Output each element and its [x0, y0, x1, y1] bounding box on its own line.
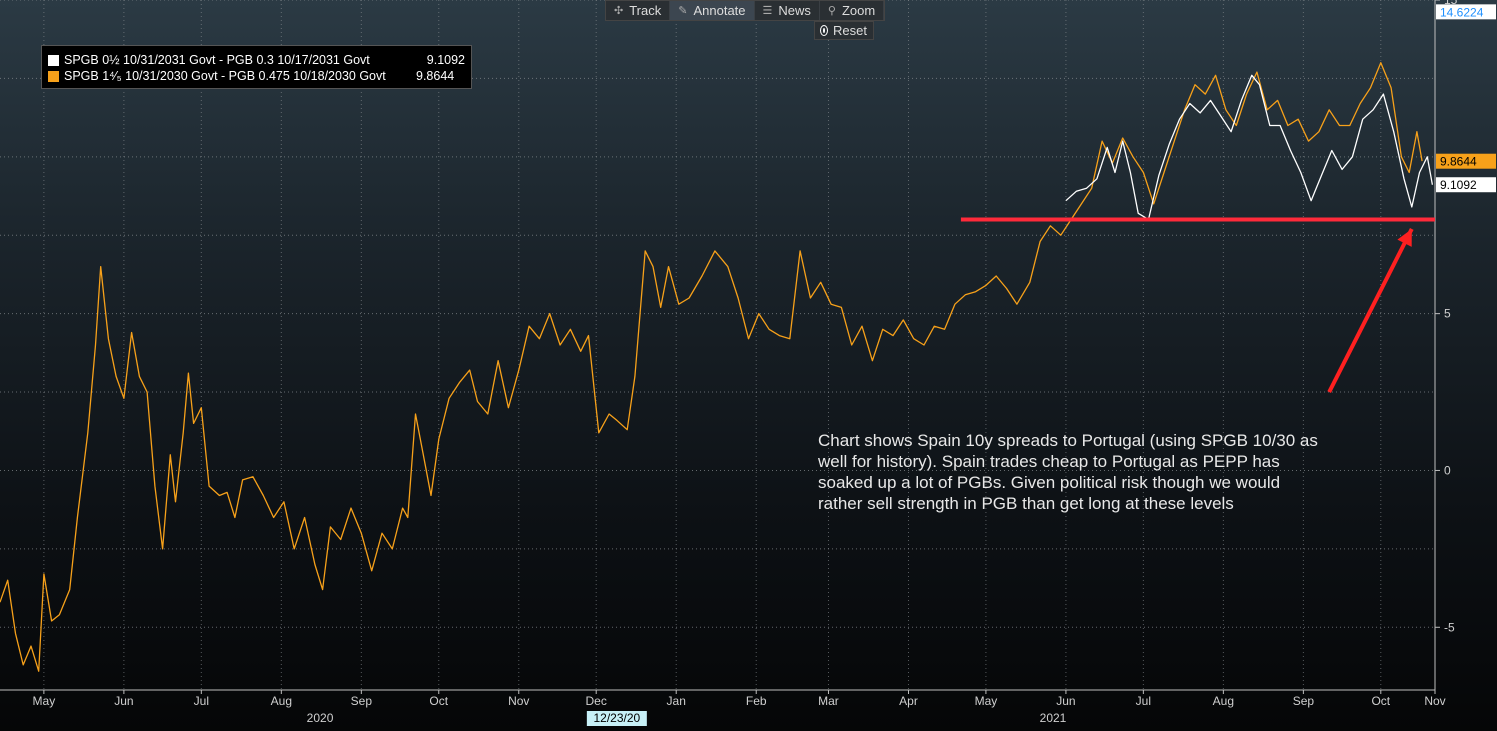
- x-tick-label: Sep: [1293, 694, 1315, 708]
- x-tick-label: Jun: [1056, 694, 1075, 708]
- x-tick-label: Oct: [429, 694, 448, 708]
- series-line-spgb-2031: [1065, 74, 1434, 221]
- tick-labels: -5 0 5 15 May Jun Jul Aug Sep Oct Nov Dec Jan Feb Mar A…: [33, 0, 1496, 726]
- x-tick-label: Jun: [114, 694, 133, 708]
- reset-radio-icon: [821, 26, 828, 35]
- y-tick-label: -5: [1444, 620, 1455, 634]
- news-label: News: [778, 3, 811, 18]
- series-line-spgb-2030: [0, 62, 1423, 672]
- legend-series-value: 9.1092: [426, 53, 465, 67]
- zoom-button[interactable]: ⚲ Zoom: [820, 1, 885, 20]
- news-button[interactable]: ☰ News: [755, 1, 820, 20]
- track-label: Track: [629, 3, 662, 18]
- legend: SPGB 0½ 10/31/2031 Govt - PGB 0.3 10/17/…: [41, 45, 472, 89]
- legend-series-name: SPGB 0½ 10/31/2031 Govt - PGB 0.3 10/17/…: [64, 53, 370, 67]
- x-tick-label: Aug: [271, 694, 292, 708]
- magnifier-icon: ⚲: [827, 5, 836, 17]
- reset-button[interactable]: Reset: [814, 21, 874, 40]
- legend-swatch-white: [48, 54, 59, 66]
- crosshair-date-badge: [586, 711, 647, 726]
- last-value-label: 9.8644: [1440, 155, 1477, 169]
- y-tick-label: 5: [1444, 307, 1451, 321]
- y-tick-label: 15: [1444, 0, 1458, 7]
- x-tick-label: Mar: [818, 694, 839, 708]
- legend-entry[interactable]: SPGB 1⁴⁄₅ 10/31/2030 Govt - PGB 0.475 10…: [48, 68, 465, 84]
- y-tick-label: 0: [1444, 463, 1451, 477]
- last-value-label: 14.6224: [1440, 5, 1484, 19]
- overlays: [960, 217, 1435, 393]
- x-tick-label: Aug: [1213, 694, 1234, 708]
- last-value-badge: [1436, 4, 1496, 20]
- zoom-label: Zoom: [841, 3, 876, 18]
- chart-toolbar: ✣ Track ✎ Annotate ☰ News ⚲ Zoom: [605, 0, 886, 21]
- x-tick-label: Dec: [586, 694, 607, 708]
- x-tick-label: Feb: [746, 694, 767, 708]
- x-tick-label: Nov: [508, 694, 529, 708]
- x-year-label: 2020: [307, 711, 334, 725]
- x-tick-label: Jul: [194, 694, 209, 708]
- arrow-head: [1397, 228, 1412, 247]
- legend-series-name: SPGB 1⁴⁄₅ 10/31/2030 Govt - PGB 0.475 10…: [64, 69, 386, 83]
- annotation-text: Chart shows Spain 10y spreads to Portuga…: [818, 431, 1318, 513]
- x-tick-label: Jan: [667, 694, 686, 708]
- annotate-button[interactable]: ✎ Annotate: [670, 1, 755, 20]
- crosshair-icon: ✣: [614, 5, 624, 17]
- x-tick-label: May: [33, 694, 56, 708]
- x-tick-label: Apr: [899, 694, 918, 708]
- crosshair-date-label: 12/23/20: [593, 711, 640, 725]
- legend-swatch-orange: [48, 70, 59, 82]
- reset-label: Reset: [833, 23, 867, 38]
- last-value-badge: [1436, 153, 1496, 169]
- last-value-badge: [1436, 177, 1496, 193]
- gridlines: [0, 0, 1436, 690]
- legend-entry[interactable]: SPGB 0½ 10/31/2031 Govt - PGB 0.3 10/17/…: [48, 52, 465, 68]
- x-tick-label: Sep: [351, 694, 373, 708]
- series-lines: [0, 62, 1434, 672]
- last-value-label: 9.1092: [1440, 178, 1477, 192]
- x-year-label: 2021: [1040, 711, 1067, 725]
- x-tick-label: Oct: [1371, 694, 1390, 708]
- annotate-label: Annotate: [693, 3, 746, 18]
- pencil-icon: ✎: [678, 5, 688, 17]
- legend-series-value: 9.8644: [416, 69, 455, 83]
- arrow-shaft: [1327, 228, 1414, 393]
- news-icon: ☰: [762, 5, 773, 17]
- x-tick-label: May: [975, 694, 998, 708]
- axes: [0, 0, 1440, 694]
- track-button[interactable]: ✣ Track: [606, 1, 671, 20]
- x-tick-label: Jul: [1136, 694, 1151, 708]
- x-tick-label: Nov: [1424, 694, 1445, 708]
